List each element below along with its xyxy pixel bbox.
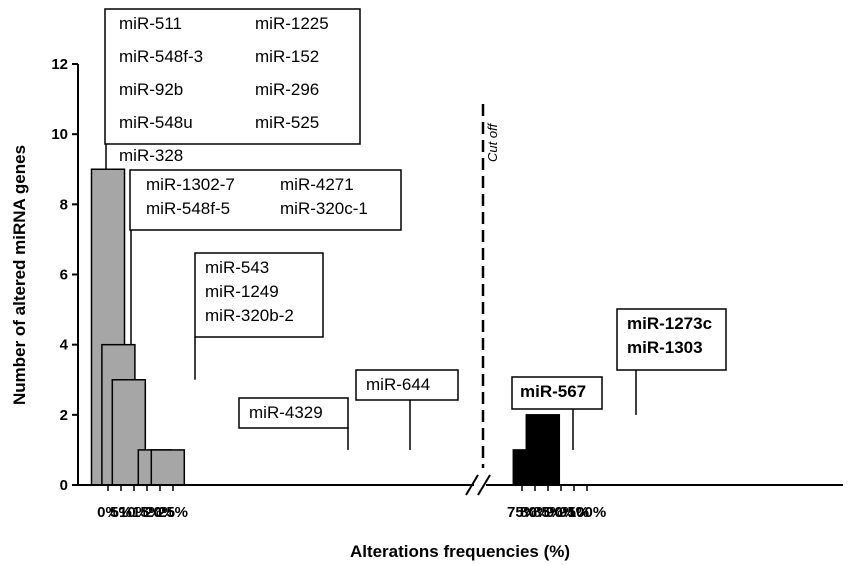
x-tick-label-10: 95% bbox=[559, 504, 589, 521]
y-tick-label-3: 6 bbox=[60, 267, 68, 284]
x-tick-label-7: 80% bbox=[520, 504, 550, 521]
mirna-label: miR-320c-1 bbox=[280, 199, 368, 218]
bar-4 bbox=[150, 449, 186, 486]
mirna-label: miR-567 bbox=[520, 382, 586, 401]
mirna-label: miR-320b-2 bbox=[205, 306, 294, 325]
x-tick-label-0: 0% bbox=[97, 504, 119, 521]
mirna-label: miR-328 bbox=[119, 146, 183, 165]
annotations-layer: miR-511 miR-548f-3 miR-92b miR-548u miR-328 m… bbox=[104, 8, 727, 450]
mirna-label: miR-525 bbox=[255, 113, 319, 132]
ticks-layer: 0 2 4 6 8 10 12 0%5%10%15%20%25% 75%80%85%90%95%… bbox=[51, 56, 606, 521]
annotation-box-3 bbox=[238, 397, 349, 429]
annotation-0: miR-511 miR-548f-3 miR-92b miR-548u miR-328 m… bbox=[104, 8, 361, 170]
mirna-label: miR-548f-3 bbox=[119, 47, 203, 66]
mirna-label: miR-543 bbox=[205, 258, 269, 277]
mirna-label: miR-1225 bbox=[255, 14, 329, 33]
annotation-4: miR-644 bbox=[355, 369, 459, 450]
x-tick-label-3: 15% bbox=[132, 504, 162, 521]
mirna-label: miR-1302-7 bbox=[146, 175, 235, 194]
mirna-label: miR-4329 bbox=[249, 403, 323, 422]
y-tick-label-5: 10 bbox=[51, 126, 68, 143]
mirna-label: miR-1273c bbox=[627, 314, 712, 333]
annotation-box-4 bbox=[355, 369, 459, 401]
mirna-label: miR-548u bbox=[119, 113, 193, 132]
x-axis-title: Alterations frequencies (%) bbox=[350, 542, 570, 561]
mirna-label: miR-1303 bbox=[627, 338, 703, 357]
mirna-label: miR-548f-5 bbox=[146, 199, 230, 218]
axis-break-mark-right bbox=[477, 474, 491, 496]
annotation-6: miR-1273c miR-1303 bbox=[616, 308, 727, 415]
x-tick-label-4: 20% bbox=[145, 504, 175, 521]
annotation-box-0 bbox=[104, 8, 361, 145]
mirna-label: miR-4271 bbox=[280, 175, 354, 194]
x-tick-label-5: 25% bbox=[158, 504, 188, 521]
x-tick-label-2: 10% bbox=[119, 504, 149, 521]
mirna-label: miR-511 bbox=[119, 14, 182, 33]
bars-layer bbox=[90, 168, 561, 486]
annotation-2: miR-543 miR-1249 miR-320b-2 bbox=[194, 252, 324, 380]
annotation-3: miR-4329 bbox=[238, 397, 349, 450]
y-tick-label-2: 4 bbox=[60, 337, 69, 354]
bar-6 bbox=[525, 414, 561, 486]
y-axis-title: Number of altered miRNA genes bbox=[10, 145, 29, 405]
cutoff-label: Cut off bbox=[485, 122, 500, 162]
mirna-label: miR-92b bbox=[119, 80, 183, 99]
annotation-box-1 bbox=[129, 169, 402, 231]
axis-break-mark-left bbox=[465, 474, 479, 496]
mirna-label: miR-644 bbox=[366, 375, 430, 394]
mirna-label: miR-152 bbox=[255, 47, 319, 66]
y-tick-label-6: 12 bbox=[51, 56, 68, 73]
annotation-5: miR-567 bbox=[511, 376, 603, 450]
y-tick-label-1: 2 bbox=[60, 407, 68, 424]
x-tick-label-1: 5% bbox=[110, 504, 132, 521]
annotation-1: miR-1302-7 miR-548f-5 miR-4271 miR-320c-1 bbox=[129, 169, 402, 345]
mirna-label: miR-296 bbox=[255, 80, 319, 99]
cutoff-layer: Cut off bbox=[481, 104, 500, 468]
annotation-box-6 bbox=[616, 308, 727, 371]
x-tick-label-8: 85% bbox=[533, 504, 563, 521]
annotation-box-5 bbox=[511, 376, 603, 410]
x-tick-label-9: 90% bbox=[546, 504, 576, 521]
x-tick-label-11: 100% bbox=[568, 504, 606, 521]
mirna-label: miR-1249 bbox=[205, 282, 279, 301]
y-tick-label-4: 8 bbox=[60, 196, 68, 213]
x-tick-label-6: 75% bbox=[507, 504, 537, 521]
annotation-box-2 bbox=[194, 252, 324, 338]
y-tick-label-0: 0 bbox=[60, 477, 68, 494]
